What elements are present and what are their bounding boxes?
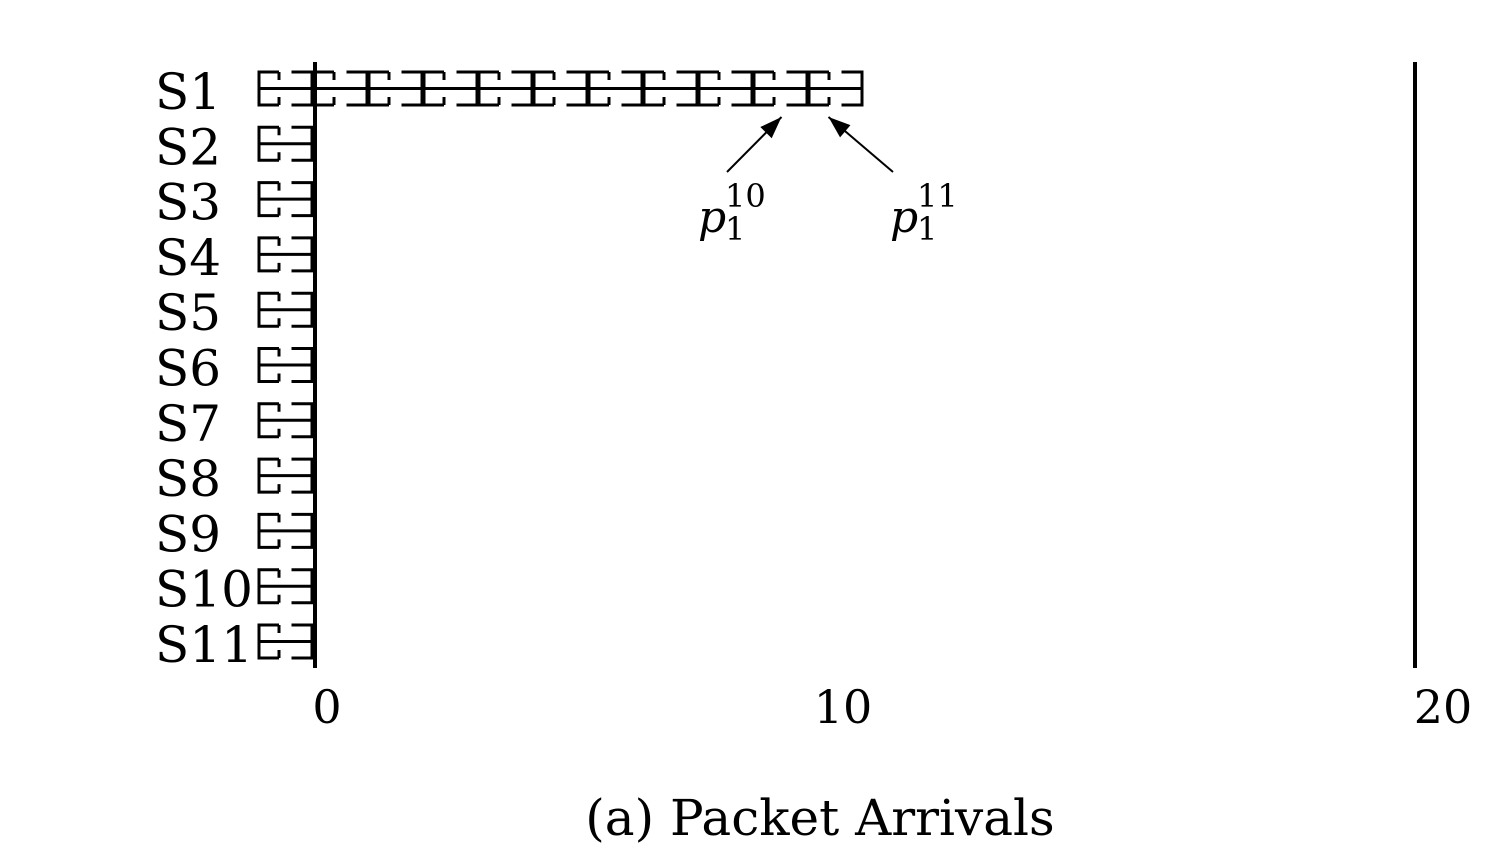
packet-s1-3 — [367, 70, 424, 107]
annotation-arrowhead-2 — [828, 117, 851, 138]
x-tick-label-0: 0 — [312, 680, 341, 734]
row-label-s9: S9 — [155, 505, 221, 563]
ticks-layer: 0 10 20 — [312, 680, 1472, 734]
row-label-s10: S10 — [155, 561, 253, 619]
x-tick-label-20: 20 — [1414, 680, 1473, 734]
packet-s10-1 — [257, 568, 314, 605]
packet-s4-1 — [257, 236, 314, 273]
annotation-label-1-superscript: 10 — [725, 177, 766, 215]
packet-s1-11 — [807, 70, 864, 107]
annotation-label-2-superscript: 11 — [917, 177, 958, 215]
packet-s11-1 — [257, 623, 314, 660]
annotation-label-1-base: p — [698, 192, 726, 243]
packet-s1-10 — [752, 70, 809, 107]
packet-s6-1 — [257, 347, 314, 383]
packet-s5-1 — [257, 291, 314, 328]
row-label-s8: S8 — [155, 450, 221, 508]
packet-s1-1 — [257, 70, 314, 107]
annotation-label-1-subscript: 1 — [725, 210, 745, 248]
row-label-s2: S2 — [155, 118, 221, 176]
packet-s1-2 — [312, 70, 369, 107]
packet-s1-8 — [642, 70, 699, 107]
row-label-s5: S5 — [155, 284, 221, 342]
axis-layer — [313, 62, 1417, 668]
packet-s1-6 — [532, 70, 589, 107]
row-label-s7: S7 — [155, 395, 221, 453]
row-label-s3: S3 — [155, 174, 221, 232]
packet-s8-1 — [257, 457, 314, 494]
x-tick-label-10: 10 — [814, 680, 873, 734]
packet-s1-5 — [477, 70, 534, 107]
packet-s1-9 — [697, 70, 754, 107]
packet-s1-7 — [587, 70, 644, 107]
annotation-label-2-base: p — [890, 192, 918, 243]
annotation-label-2-subscript: 1 — [917, 210, 937, 248]
annotation-arrowhead-1 — [760, 117, 782, 139]
figure-caption: (a) Packet Arrivals — [585, 789, 1054, 847]
row-label-s1: S1 — [155, 63, 221, 121]
packet-s1-4 — [422, 70, 479, 107]
packet-s7-1 — [257, 402, 314, 439]
packet-s3-1 — [257, 181, 314, 218]
packet-s9-1 — [257, 512, 314, 549]
row-label-s11: S11 — [155, 616, 253, 674]
row-label-s4: S4 — [155, 229, 221, 287]
row-label-s6: S6 — [155, 340, 221, 398]
packet-s2-1 — [257, 125, 314, 162]
